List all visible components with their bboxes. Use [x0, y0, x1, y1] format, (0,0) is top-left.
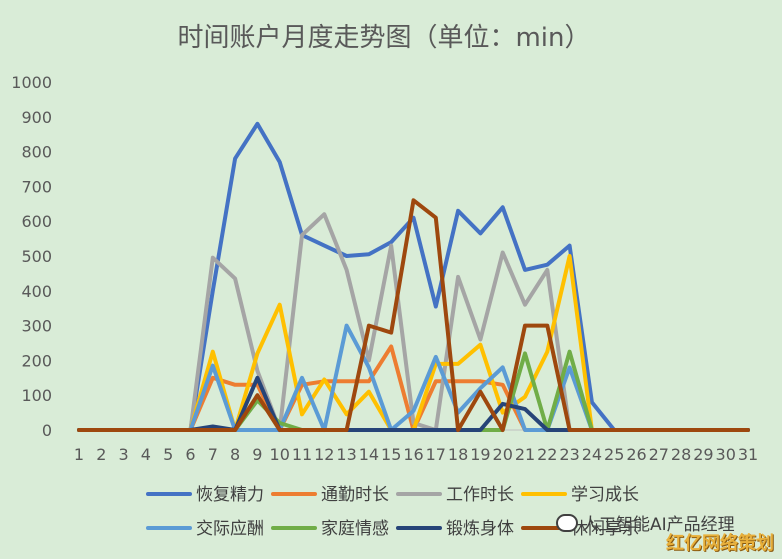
legend-label: 恢复精力 — [196, 485, 264, 505]
legend-label: 家庭情感 — [321, 519, 389, 539]
y-tick-label: 400 — [21, 282, 52, 301]
x-tick-label: 11 — [292, 445, 312, 464]
x-tick-label: 18 — [448, 445, 468, 464]
y-tick-label: 600 — [21, 212, 52, 231]
wechat-icon — [556, 514, 578, 532]
y-tick-label: 500 — [21, 247, 52, 266]
x-tick-label: 13 — [336, 445, 356, 464]
x-tick-label: 25 — [604, 445, 624, 464]
x-tick-label: 3 — [119, 445, 129, 464]
y-tick-label: 200 — [21, 351, 52, 370]
legend-label: 工作时长 — [446, 485, 514, 505]
y-tick-label: 300 — [21, 317, 52, 336]
x-tick-label: 10 — [270, 445, 290, 464]
x-tick-label: 21 — [515, 445, 535, 464]
x-tick-label: 22 — [537, 445, 557, 464]
legend-label: 学习成长 — [571, 485, 639, 505]
x-tick-label: 27 — [649, 445, 669, 464]
x-tick-label: 23 — [559, 445, 579, 464]
y-tick-label: 900 — [21, 108, 52, 127]
x-tick-label: 20 — [493, 445, 513, 464]
legend-label: 锻炼身体 — [446, 519, 514, 539]
y-tick-label: 100 — [21, 386, 52, 405]
x-axis: 1 2 3 4 5 6 7 8 9 10 11 12 13 14 15 16 17 18 19 20 21 22 23 24 2… — [74, 445, 758, 464]
x-tick-label: 30 — [716, 445, 736, 464]
x-tick-label: 7 — [208, 445, 218, 464]
series-line — [77, 254, 750, 432]
series-line — [77, 198, 750, 432]
x-tick-label: 16 — [403, 445, 423, 464]
x-tick-label: 9 — [252, 445, 262, 464]
y-tick-label: 700 — [21, 177, 52, 196]
x-tick-label: 6 — [185, 445, 195, 464]
x-tick-label: 31 — [738, 445, 758, 464]
y-tick-label: 0 — [42, 421, 52, 440]
legend-label: 休闲享乐 — [571, 519, 639, 539]
x-tick-label: 8 — [230, 445, 240, 464]
legend-label: 通勤时长 — [321, 485, 389, 505]
y-axis: 0 100 200 300 400 500 600 700 800 900 1000 — [11, 73, 52, 440]
x-tick-label: 5 — [163, 445, 173, 464]
series-line — [77, 121, 750, 432]
x-tick-label: 14 — [359, 445, 379, 464]
x-tick-label: 1 — [74, 445, 84, 464]
x-tick-label: 26 — [626, 445, 646, 464]
y-tick-label: 1000 — [11, 73, 52, 92]
x-tick-label: 12 — [314, 445, 334, 464]
x-tick-label: 24 — [582, 445, 602, 464]
chart-title: 时间账户月度走势图（单位：min） — [177, 23, 590, 53]
corner-logo: 红亿网络策划 — [666, 533, 774, 554]
watermark-text: 人工智能AI产品经理 — [582, 515, 735, 535]
x-tick-label: 28 — [671, 445, 691, 464]
series-group — [77, 121, 750, 432]
x-tick-label: 15 — [381, 445, 401, 464]
series-line — [77, 212, 750, 432]
x-tick-label: 2 — [96, 445, 106, 464]
watermark: 人工智能AI产品经理 — [556, 510, 735, 535]
legend-label: 交际应酬 — [196, 519, 264, 539]
x-tick-label: 17 — [426, 445, 446, 464]
x-tick-label: 4 — [141, 445, 151, 464]
x-tick-label: 29 — [693, 445, 713, 464]
y-tick-label: 800 — [21, 143, 52, 162]
x-tick-label: 19 — [470, 445, 490, 464]
